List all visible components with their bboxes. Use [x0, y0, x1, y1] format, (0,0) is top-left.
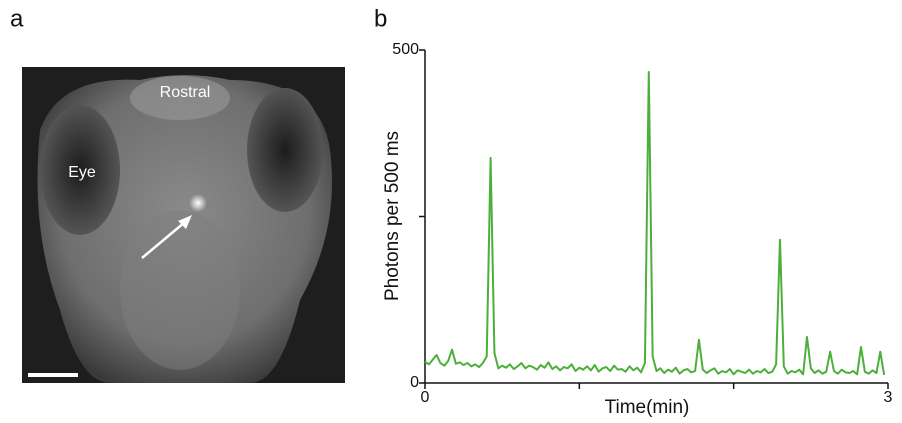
x-tick-label: 3	[884, 389, 893, 406]
micrograph: Rostral Eye	[22, 67, 345, 383]
x-axis-label: Time(min)	[605, 397, 690, 418]
panel-label: a	[10, 5, 24, 32]
image-label: Eye	[68, 164, 96, 181]
image-label: Rostral	[160, 84, 211, 101]
y-tick-label: 0	[410, 374, 419, 391]
y-tick-label: 500	[392, 41, 419, 58]
y-axis-label: Photons per 500 ms	[382, 131, 403, 301]
panel-label: b	[374, 5, 387, 32]
x-tick-label: 0	[421, 389, 430, 406]
data-line	[424, 70, 886, 376]
